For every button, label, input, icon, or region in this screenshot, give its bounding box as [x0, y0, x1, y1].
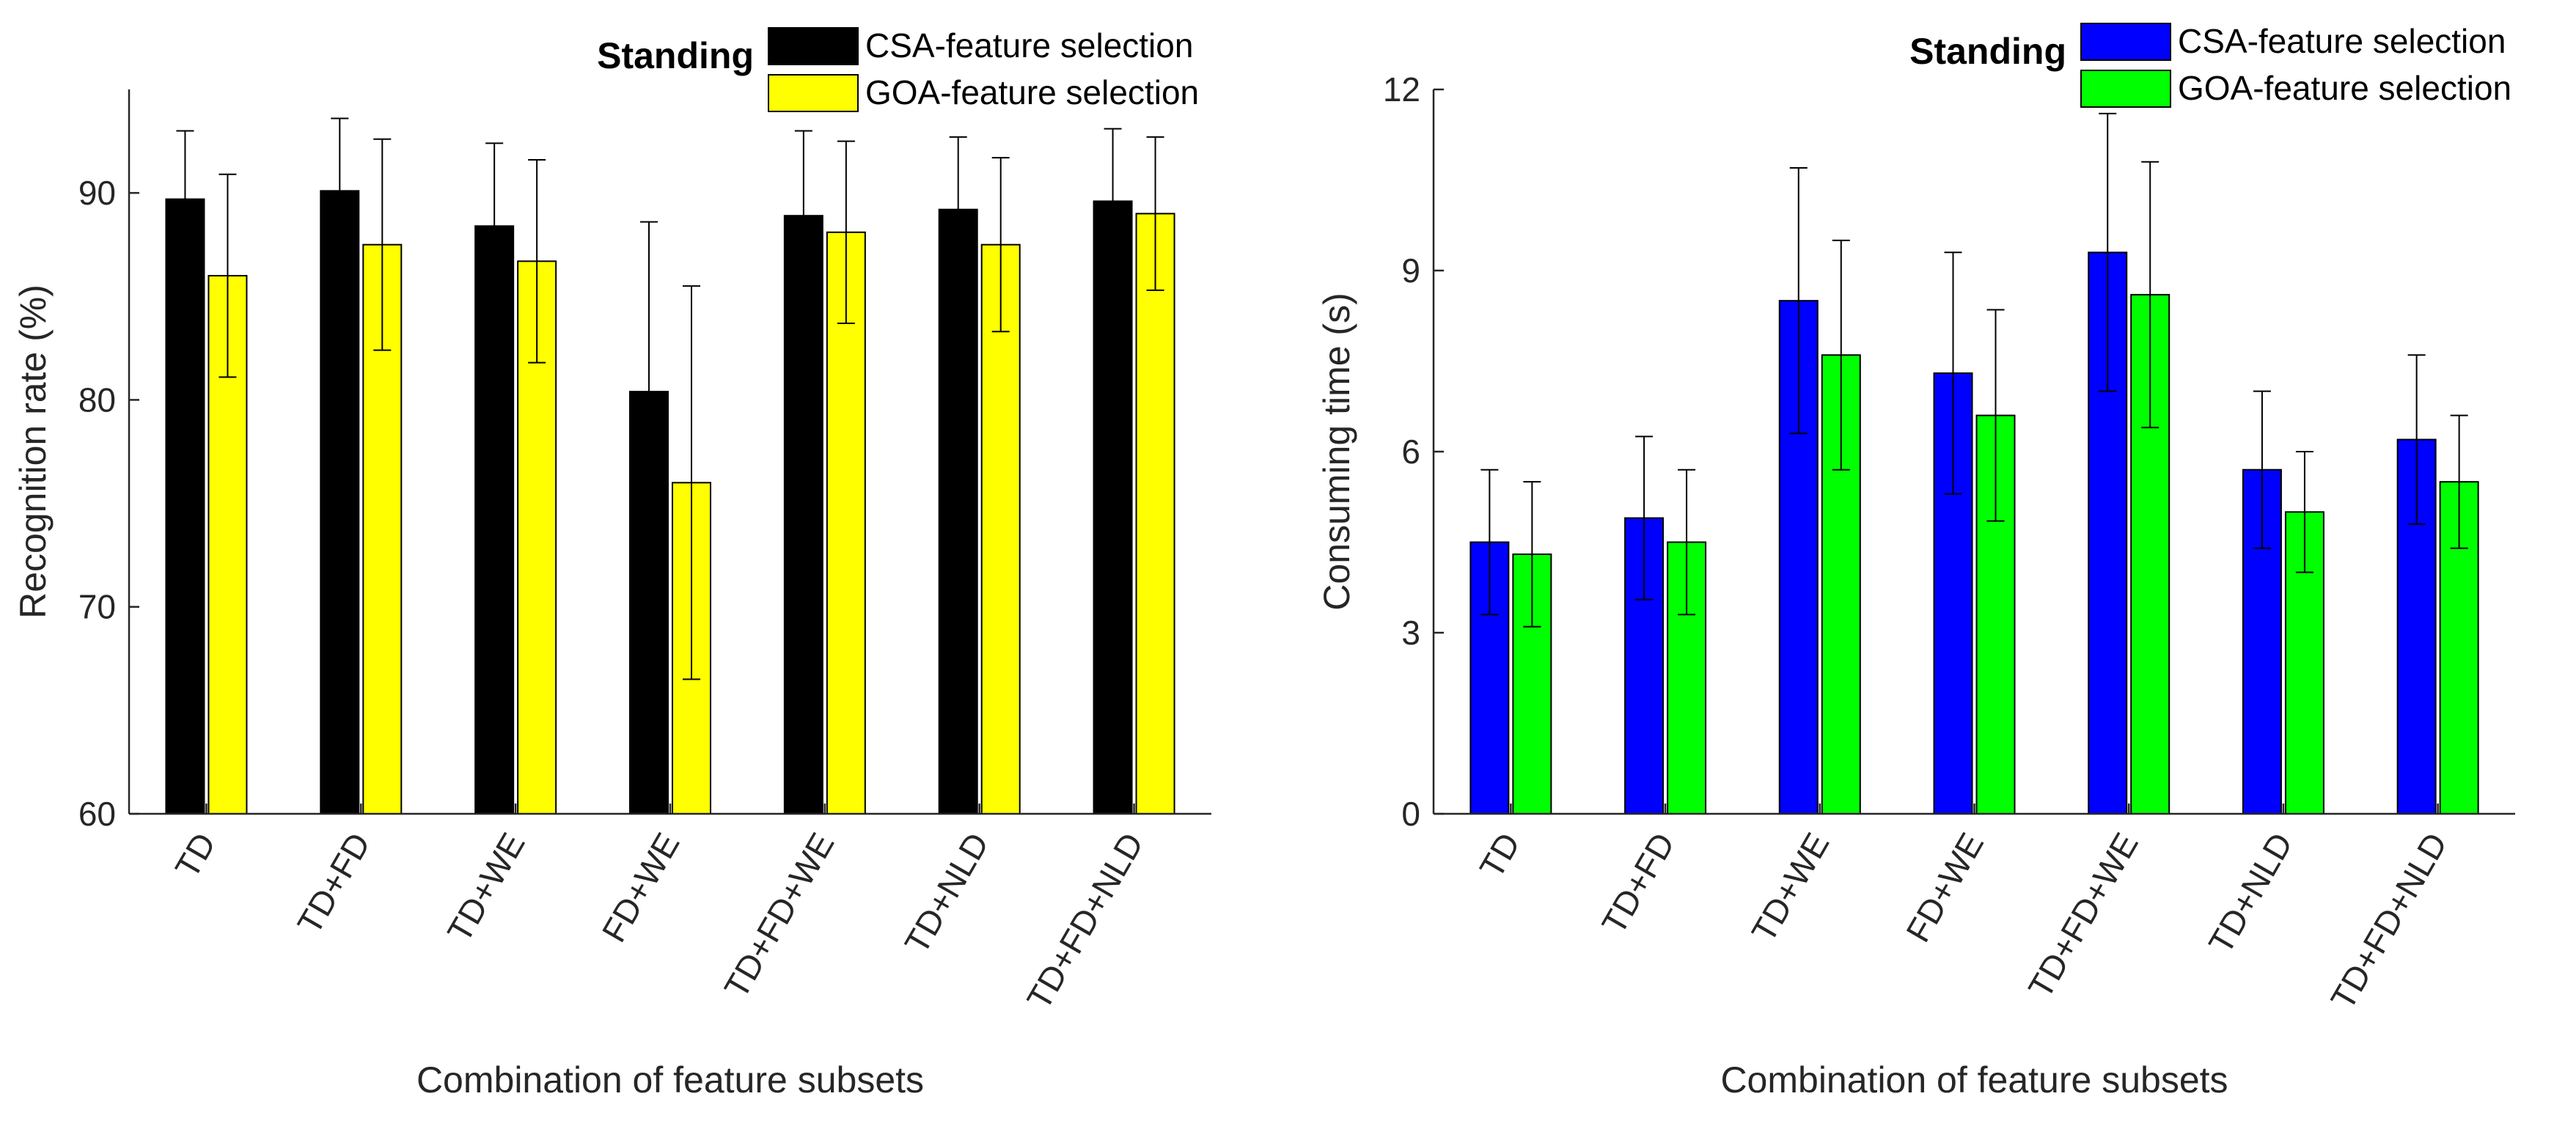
bar-csa-1 — [320, 190, 360, 815]
bar-csa-4 — [783, 215, 823, 815]
x-tick-label-5: TD+NLD — [2201, 826, 2300, 960]
x-axis-label: Combination of feature subsets — [1720, 1059, 2228, 1100]
legend-title: Standing — [1909, 31, 2066, 72]
bar-csa-0 — [165, 198, 205, 815]
x-tick-label-4: TD+FD+WE — [716, 826, 841, 1004]
x-tick-label-3: FD+WE — [594, 826, 686, 949]
chart-recognition-rate: 60 70 80 90 TD TD+FD TD+WE FD+WE TD+FD+WE TD+NLD T… — [12, 26, 1211, 1100]
bar-csa-2 — [474, 225, 515, 815]
legend-label-1: GOA-feature selection — [865, 73, 1199, 111]
legend-label-1: GOA-feature selection — [2178, 69, 2511, 107]
legend-label-0: CSA-feature selection — [865, 26, 1193, 65]
y-tick-label-1: 3 — [1401, 614, 1420, 652]
legend-title: Standing — [597, 35, 754, 76]
bar-goa-6 — [1135, 213, 1175, 815]
bar-csa-6 — [1093, 200, 1133, 815]
y-tick-label-1: 70 — [78, 588, 116, 626]
x-tick-label-3: FD+WE — [1898, 826, 1991, 949]
bar-goa-4 — [826, 231, 866, 815]
x-axis-label: Combination of feature subsets — [417, 1059, 924, 1100]
x-tick-label-0: TD — [1472, 826, 1527, 884]
y-axis-label: Recognition rate (%) — [12, 284, 54, 619]
bar-goa-5 — [980, 243, 1021, 815]
y-tick-label-2: 6 — [1401, 433, 1420, 471]
x-tick-label-1: TD+FD — [1594, 826, 1682, 940]
x-tick-label-2: TD+WE — [440, 826, 532, 949]
legend-swatch-0 — [768, 27, 859, 65]
legend-label-0: CSA-feature selection — [2178, 22, 2506, 60]
x-tick-label-5: TD+NLD — [897, 826, 996, 960]
legend-swatch-1 — [2080, 70, 2171, 108]
x-tick-label-1: TD+FD — [290, 826, 378, 940]
bar-csa-5 — [938, 208, 978, 815]
y-tick-label-0: 60 — [78, 795, 116, 833]
x-tick-label-4: TD+FD+WE — [2021, 826, 2146, 1004]
y-tick-label-0: 0 — [1401, 795, 1420, 833]
y-tick-label-3: 90 — [78, 174, 116, 212]
chart-consuming-time: 0 3 6 9 12 TD TD+FD TD+WE FD+WE TD+FD+WE TD+NLD TD+… — [1316, 22, 2515, 1100]
x-tick-label-2: TD+WE — [1744, 826, 1836, 949]
x-tick-label-6: TD+FD+NLD — [1019, 826, 1151, 1015]
y-tick-label-2: 80 — [78, 381, 116, 419]
y-tick-label-3: 9 — [1401, 251, 1420, 290]
y-tick-label-4: 12 — [1383, 70, 1420, 109]
x-tick-label-0: TD — [167, 826, 223, 884]
x-tick-label-6: TD+FD+NLD — [2323, 826, 2454, 1015]
legend-swatch-1 — [768, 74, 859, 112]
y-axis-label: Consuming time (s) — [1316, 293, 1357, 610]
legend-swatch-0 — [2080, 23, 2171, 61]
